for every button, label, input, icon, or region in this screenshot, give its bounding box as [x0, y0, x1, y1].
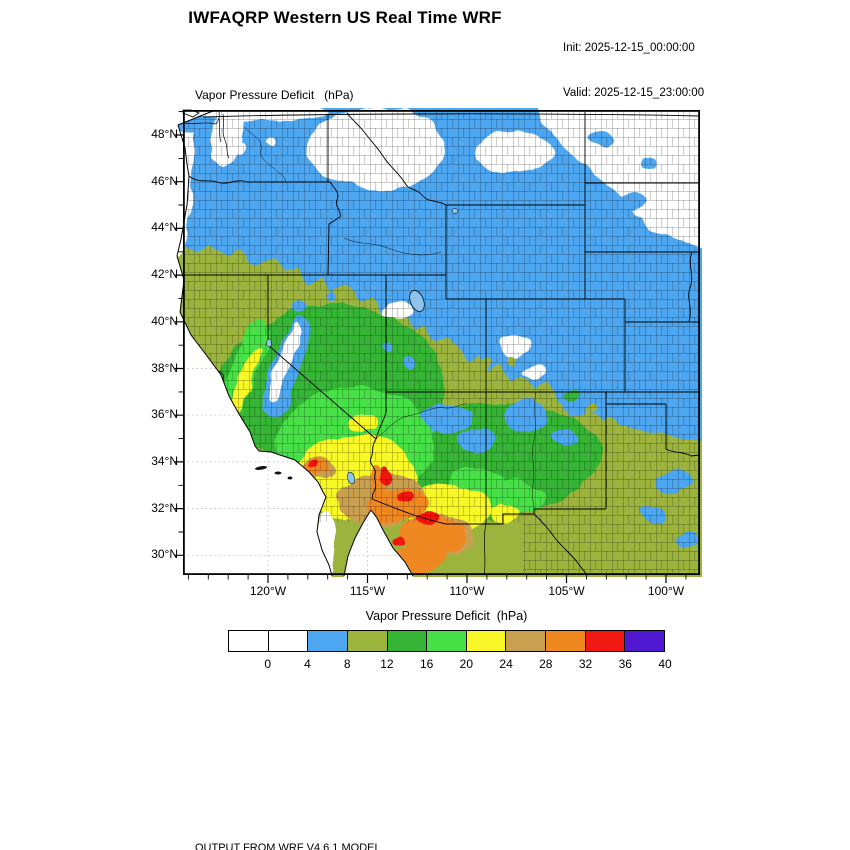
colorbar-tick-label: 12 [380, 657, 394, 671]
channel-islands [255, 466, 293, 480]
field-label: Vapor Pressure Deficit (hPa) [195, 88, 354, 102]
lat-tick-label: 40°N [151, 313, 178, 328]
colorbar-box [307, 630, 348, 652]
colorbar-box [267, 630, 309, 652]
axis-ticks [175, 111, 687, 583]
colorbar-tick-label: 24 [499, 657, 513, 671]
salton-sea [347, 471, 355, 485]
colorbar-tick-label: 40 [658, 657, 672, 671]
lat-tick-label: 38°N [151, 360, 178, 375]
puget-sound-inlets [184, 111, 230, 381]
state-borders [184, 112, 701, 576]
rivers [242, 125, 537, 515]
colorbar [228, 630, 666, 652]
colorbar-tick-label: 32 [578, 657, 593, 671]
county-texture [183, 110, 700, 575]
map-panel [175, 108, 702, 583]
colorbar-tick-label: 36 [618, 657, 632, 671]
page-title: IWFAQRP Western US Real Time WRF [188, 8, 502, 27]
colorbar-tick-label: 0 [264, 657, 272, 671]
colorbar-box [386, 630, 428, 652]
yellowstone-lake [451, 208, 459, 214]
lat-tick-label: 46°N [151, 173, 178, 188]
colorbar-box [465, 630, 507, 652]
colorbar-tick-label: 4 [304, 657, 311, 671]
valid-time-label: Valid: 2025-12-15_23:00:00 [563, 86, 705, 99]
colorbar-box [346, 630, 388, 652]
lat-tick-label: 34°N [151, 453, 178, 468]
lat-tick-label: 48°N [151, 127, 178, 141]
lon-tick-label: 105°W [548, 584, 585, 598]
colorbar-box [505, 630, 547, 652]
colorbar-labels: 0 4 8 12 16 20 24 28 32 36 40 [228, 657, 671, 671]
colorbar-tick-label: 28 [539, 657, 553, 671]
great-salt-lake [409, 290, 425, 312]
lon-tick-label: 110°W [449, 584, 485, 598]
wrf-map [175, 108, 702, 583]
colorbar-tick-label: 20 [459, 657, 474, 671]
colorbar-title: Vapor Pressure Deficit (hPa) [365, 609, 528, 623]
lon-tick-label: 115°W [349, 584, 386, 598]
lat-tick-label: 36°N [151, 407, 178, 422]
lake-tahoe [266, 338, 272, 348]
lon-axis-labels: 120°W 115°W 110°W 105°W 100°W [183, 584, 700, 600]
colorbar-box [584, 630, 626, 652]
lat-tick-label: 32°N [151, 500, 178, 515]
lakes [266, 208, 459, 485]
lon-tick-label: 120°W [249, 584, 287, 598]
colorbar-box [426, 630, 467, 652]
lat-tick-label: 42°N [151, 267, 178, 282]
lat-axis-labels: 48°N 46°N 44°N 42°N 40°N 38°N 36°N 34°N 32°N 30°N [128, 110, 178, 575]
run-times: Init: 2025-12-15_00:00:00 Valid: 2025-12… [563, 11, 704, 131]
colorbar-tick-label: 8 [343, 657, 351, 671]
lat-tick-label: 30°N [151, 547, 178, 562]
colorbar-box [228, 630, 269, 652]
footer: OUTPUT FROM WRF V4.6.1 MODEL WE = 310 ; … [195, 811, 628, 850]
colorbar-box [545, 630, 586, 652]
lat-tick-label: 44°N [151, 220, 178, 235]
colorbar-box [624, 630, 666, 652]
colorbar-tick-label: 16 [419, 657, 434, 671]
map-frame [182, 109, 701, 576]
footer-model-line: OUTPUT FROM WRF V4.6.1 MODEL [195, 841, 381, 850]
lon-tick-label: 100°W [647, 584, 685, 598]
init-time-label: Init: 2025-12-15_00:00:00 [563, 41, 695, 54]
